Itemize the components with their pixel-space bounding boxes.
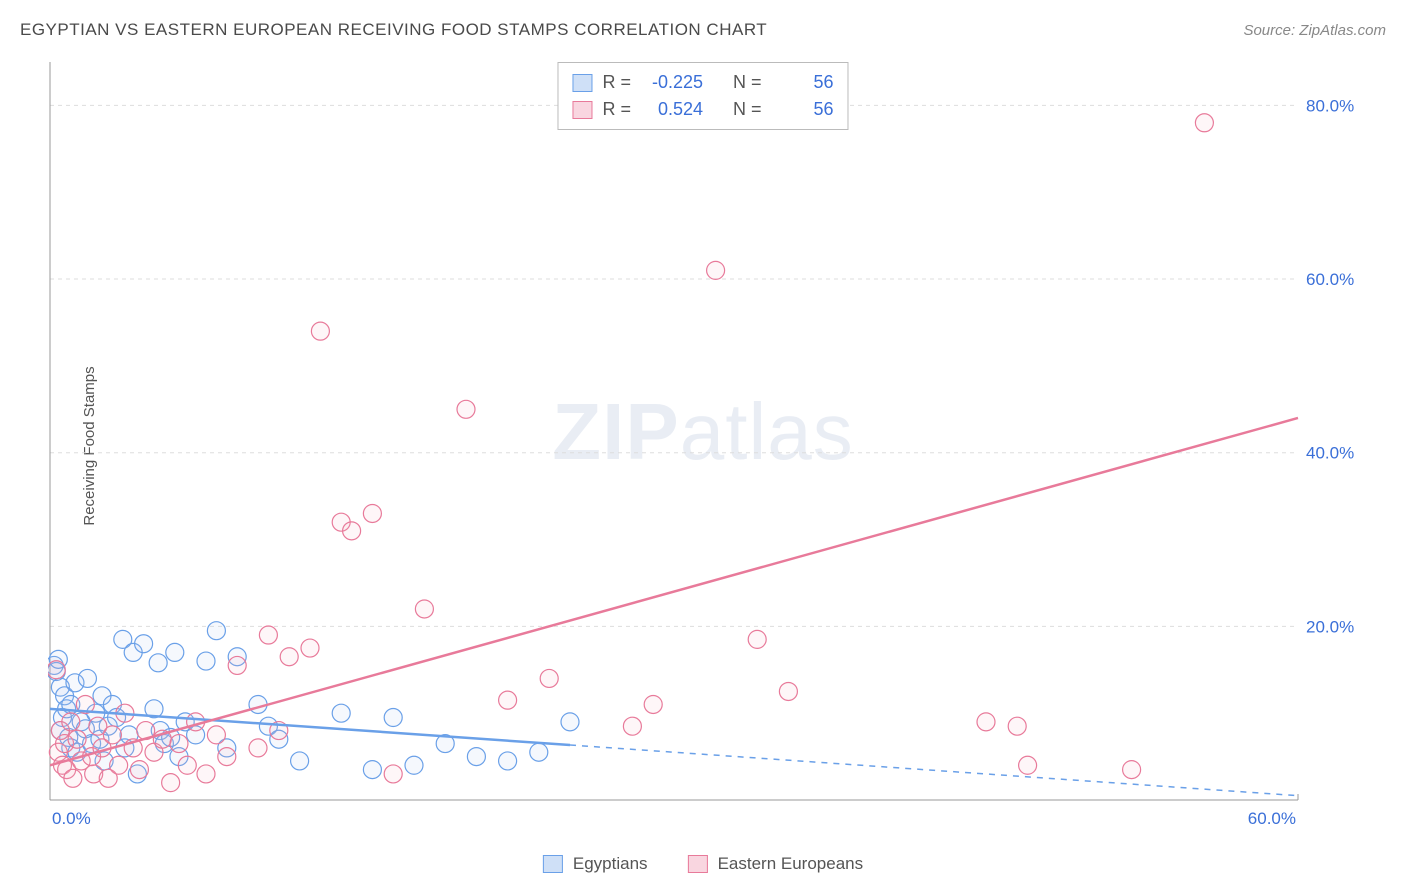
chart-area: ZIPatlas 20.0%40.0%60.0%80.0%0.0%60.0% — [48, 60, 1358, 835]
legend-swatch — [572, 74, 592, 92]
data-point — [332, 704, 350, 722]
data-point — [207, 622, 225, 640]
legend-swatch — [543, 855, 563, 873]
data-point — [207, 726, 225, 744]
data-point — [977, 713, 995, 731]
r-label: R = — [602, 96, 631, 123]
data-point — [748, 630, 766, 648]
source-label: Source: ZipAtlas.com — [1243, 22, 1386, 39]
n-label: N = — [733, 96, 762, 123]
data-point — [540, 669, 558, 687]
y-tick-label: 20.0% — [1306, 617, 1354, 636]
data-point — [64, 769, 82, 787]
x-tick-label: 60.0% — [1248, 809, 1296, 828]
data-point — [623, 717, 641, 735]
data-point — [561, 713, 579, 731]
data-point — [178, 756, 196, 774]
data-point — [384, 765, 402, 783]
header: EGYPTIAN VS EASTERN EUROPEAN RECEIVING F… — [20, 20, 1386, 40]
data-point — [48, 661, 65, 679]
data-point — [707, 261, 725, 279]
data-point — [197, 652, 215, 670]
data-point — [135, 635, 153, 653]
data-point — [249, 739, 267, 757]
legend-stats: R = -0.225 N = 56 R = 0.524 N = 56 — [557, 62, 848, 130]
data-point — [130, 761, 148, 779]
data-point — [779, 682, 797, 700]
data-point — [68, 730, 86, 748]
data-point — [228, 656, 246, 674]
n-label: N = — [733, 69, 762, 96]
legend-swatch — [688, 855, 708, 873]
r-value: 0.524 — [641, 96, 703, 123]
data-point — [363, 504, 381, 522]
data-point — [291, 752, 309, 770]
data-point — [149, 654, 167, 672]
data-point — [363, 761, 381, 779]
data-point — [280, 648, 298, 666]
data-point — [78, 669, 96, 687]
legend-swatch — [572, 101, 592, 119]
legend-stat-row: R = -0.225 N = 56 — [572, 69, 833, 96]
x-tick-label: 0.0% — [52, 809, 91, 828]
data-point — [384, 709, 402, 727]
data-point — [170, 735, 188, 753]
y-tick-label: 40.0% — [1306, 444, 1354, 463]
data-point — [166, 643, 184, 661]
r-value: -0.225 — [641, 69, 703, 96]
regression-line-dashed — [570, 745, 1298, 796]
scatter-chart: 20.0% 40.0% 60.0% 80.0% 0.0% 60.0% — [48, 60, 1358, 835]
legend-item: Egyptians — [543, 854, 648, 874]
regression-line — [50, 418, 1298, 765]
n-value: 56 — [772, 96, 834, 123]
data-point — [499, 691, 517, 709]
data-point — [1008, 717, 1026, 735]
data-point — [1123, 761, 1141, 779]
data-point — [218, 748, 236, 766]
y-tick-label: 80.0% — [1306, 96, 1354, 115]
chart-title: EGYPTIAN VS EASTERN EUROPEAN RECEIVING F… — [20, 20, 767, 40]
data-point — [62, 713, 80, 731]
legend-series: Egyptians Eastern Europeans — [543, 854, 863, 874]
data-point — [467, 748, 485, 766]
n-value: 56 — [772, 69, 834, 96]
data-point — [301, 639, 319, 657]
data-point — [1195, 114, 1213, 132]
data-point — [530, 743, 548, 761]
data-point — [1019, 756, 1037, 774]
data-point — [457, 400, 475, 418]
data-point — [259, 626, 277, 644]
data-point — [343, 522, 361, 540]
data-point — [405, 756, 423, 774]
legend-stat-row: R = 0.524 N = 56 — [572, 96, 833, 123]
data-point — [197, 765, 215, 783]
data-point — [644, 695, 662, 713]
y-tick-label: 60.0% — [1306, 270, 1354, 289]
data-point — [311, 322, 329, 340]
r-label: R = — [602, 69, 631, 96]
data-point — [162, 774, 180, 792]
data-point — [110, 756, 128, 774]
data-point — [415, 600, 433, 618]
legend-label: Egyptians — [573, 854, 648, 874]
data-point — [103, 726, 121, 744]
data-point — [499, 752, 517, 770]
legend-item: Eastern Europeans — [688, 854, 864, 874]
legend-label: Eastern Europeans — [718, 854, 864, 874]
